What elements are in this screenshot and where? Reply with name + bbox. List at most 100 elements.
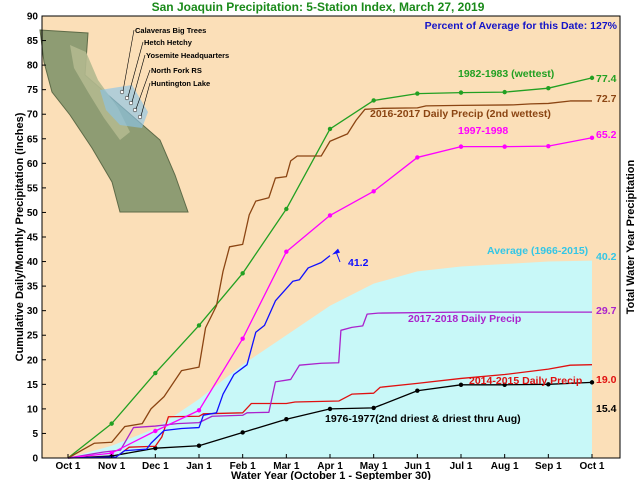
station-marker [137, 114, 143, 120]
series-point [196, 323, 202, 328]
label-average: Average (1966-2015) [487, 245, 588, 257]
y-tick-label: 0 [32, 454, 38, 465]
series-point [546, 85, 551, 91]
station-label-hetch-hetchy: Hetch Hetchy [144, 38, 193, 47]
station-marker [132, 107, 138, 113]
series-point [153, 370, 158, 376]
y-tick-label: 25 [27, 331, 39, 342]
y-tick-label: 65 [27, 134, 39, 145]
station-marker [119, 89, 125, 95]
series-point [502, 144, 507, 149]
series-point [240, 271, 245, 276]
station-leader-line [122, 29, 135, 92]
y-tick-label: 55 [27, 183, 39, 194]
station-leader-line [127, 41, 144, 98]
x-tick-label: Aug 1 [491, 461, 519, 472]
series-line [67, 364, 593, 459]
station-label-calaveras: Calaveras Big Trees [135, 26, 206, 35]
series-point [327, 406, 333, 412]
total-2014-2015: 19.0 [596, 374, 617, 386]
x-tick-label: Oct 1 [55, 461, 80, 472]
series-point [153, 445, 158, 451]
y-tick-label: 20 [27, 355, 39, 366]
california-inset-map [39, 29, 189, 213]
label-2016-2017: 2016-2017 Daily Precip (2nd wettest) [370, 108, 551, 120]
y-tick-label: 35 [27, 282, 39, 293]
series-point [458, 90, 464, 95]
series-point [196, 443, 202, 448]
series-point [415, 91, 420, 96]
x-tick-label: Sep 1 [535, 461, 562, 472]
series-point [153, 428, 158, 434]
series-point [371, 189, 376, 194]
y-tick-label: 85 [27, 36, 39, 47]
series-layer [67, 75, 595, 459]
axes-layer: 0 5 10 15 20 25 30 35 40 45 50 55 60 65 70 75 80 85 90 Oct … [27, 12, 621, 472]
station-labels: Calaveras Big Trees Hetch Hetchy Yosemit… [135, 26, 229, 88]
total-2016-2017: 72.7 [596, 93, 617, 105]
station-leader-line [135, 69, 151, 110]
station-marker [124, 95, 130, 101]
x-tick-label: Jan 1 [186, 461, 212, 472]
y-tick-label: 45 [27, 233, 39, 244]
series-point [109, 450, 114, 456]
y-tick-label: 75 [27, 85, 39, 96]
series-point [371, 405, 376, 411]
series-line [67, 255, 331, 459]
series-line [67, 311, 592, 459]
station-leader-line [131, 54, 146, 103]
total-current-year: 41.2 [348, 257, 369, 269]
label-1997-1998: 1997-1998 [458, 125, 508, 137]
series-point [589, 380, 595, 385]
y-axis-label: Cumulative Daily/Monthly Precipitation (… [14, 112, 26, 361]
y-tick-label: 90 [27, 12, 39, 23]
x-tick-label: May 1 [360, 461, 388, 472]
series-point [284, 206, 289, 212]
y-tick-label: 15 [27, 380, 39, 391]
series-point [502, 89, 507, 95]
x-tick-label: Jun 1 [404, 461, 431, 472]
series-point [589, 135, 595, 140]
series-point [415, 155, 420, 160]
series-point [458, 382, 464, 388]
x-tick-label: Feb 1 [230, 461, 257, 472]
x-tick-label: Dec 1 [142, 461, 169, 472]
series-point [109, 421, 114, 426]
y-tick-label: 60 [27, 159, 39, 170]
label-2017-2018: 2017-2018 Daily Precip [408, 313, 521, 325]
series-point [589, 75, 595, 81]
station-label-huntington: Huntington Lake [151, 79, 210, 88]
x-tick-label: Mar 1 [273, 461, 300, 472]
percent-of-average-note: Percent of Average for this Date: 127% [425, 20, 618, 32]
series-point [371, 98, 376, 103]
label-1982-1983: 1982-1983 (wettest) [458, 68, 554, 80]
series-point [502, 382, 507, 388]
total-2017-2018: 29.7 [596, 305, 617, 317]
series-point [546, 143, 551, 149]
y-tick-label: 30 [27, 306, 39, 317]
series-point [284, 249, 289, 254]
station-label-north-fork: North Fork RS [151, 66, 202, 75]
total-1976-1977: 15.4 [596, 403, 617, 415]
x-tick-label: Jul 1 [450, 461, 473, 472]
series-point [240, 430, 245, 435]
y-tick-label: 5 [32, 429, 38, 440]
x-tick-label: Nov 1 [98, 461, 126, 472]
basin-highlight [100, 85, 148, 128]
series-point [415, 388, 420, 393]
y-tick-label: 10 [27, 404, 39, 415]
y-tick-label: 40 [27, 257, 39, 268]
station-label-yosemite: Yosemite Headquarters [146, 51, 229, 60]
series-line [67, 100, 592, 459]
y-tick-label: 70 [27, 110, 39, 121]
x-axis-label: Water Year (October 1 - September 30) [231, 470, 431, 480]
station-markers [119, 29, 151, 120]
series-point [458, 144, 464, 149]
series-point [240, 336, 245, 341]
series-point [196, 408, 202, 413]
chart-title: San Joaquin Precipitation: 5-Station Ind… [152, 0, 485, 14]
series-point [284, 417, 289, 422]
series-point [546, 382, 551, 387]
x-tick-label: Oct 1 [579, 461, 604, 472]
